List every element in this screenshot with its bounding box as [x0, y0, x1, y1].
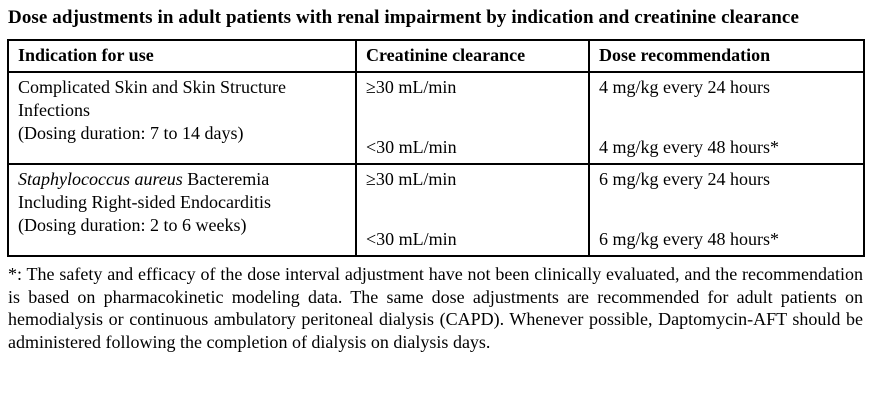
dose-high-value: 4 mg/kg every 24 hours: [599, 77, 770, 97]
page-title: Dose adjustments in adult patients with …: [8, 7, 799, 28]
dose-recommendation-cell: 4 mg/kg every 24 hours 4 mg/kg every 48 …: [588, 71, 865, 165]
table-row: Complicated Skin and Skin Structure Infe…: [7, 71, 865, 165]
dose-recommendation-cell: 6 mg/kg every 24 hours 6 mg/kg every 48 …: [588, 163, 865, 257]
indication-italic-text: Staphylococcus aureus: [18, 169, 183, 189]
dose-low-value: 4 mg/kg every 48 hours*: [599, 137, 779, 157]
dosing-duration: (Dosing duration: 2 to 6 weeks): [18, 215, 247, 235]
indication-name-line2: Infections: [18, 100, 90, 120]
table-row: Staphylococcus aureus Bacteremia Includi…: [7, 163, 865, 257]
creatinine-clearance-cell: ≥30 mL/min <30 mL/min: [355, 163, 590, 257]
clearance-high-value: ≥30 mL/min: [366, 77, 457, 97]
dosing-duration: (Dosing duration: 7 to 14 days): [18, 123, 244, 143]
clearance-high-value: ≥30 mL/min: [366, 169, 457, 189]
indication-text: Complicated Skin and Skin Structure: [18, 77, 286, 97]
footnote: *: The safety and efficacy of the dose i…: [8, 264, 863, 352]
indication-cell: Complicated Skin and Skin Structure Infe…: [7, 71, 357, 165]
dose-high-value: 6 mg/kg every 24 hours: [599, 169, 770, 189]
indication-name: Staphylococcus aureus Bacteremia: [18, 168, 347, 191]
dose-low-value: 6 mg/kg every 48 hours*: [599, 229, 779, 249]
indication-text: Bacteremia: [182, 169, 270, 189]
column-header-indication: Indication for use: [7, 39, 357, 73]
clearance-low-value: <30 mL/min: [366, 229, 457, 249]
indication-cell: Staphylococcus aureus Bacteremia Includi…: [7, 163, 357, 257]
indication-name: Complicated Skin and Skin Structure: [18, 76, 347, 99]
creatinine-clearance-cell: ≥30 mL/min <30 mL/min: [355, 71, 590, 165]
column-header-dose-recommendation: Dose recommendation: [588, 39, 865, 73]
column-header-creatinine-clearance: Creatinine clearance: [355, 39, 590, 73]
table-header-row: Indication for use Creatinine clearance …: [7, 39, 865, 73]
indication-name-line2: Including Right-sided Endocarditis: [18, 192, 271, 212]
clearance-low-value: <30 mL/min: [366, 137, 457, 157]
dose-adjustment-table: Indication for use Creatinine clearance …: [7, 39, 865, 257]
